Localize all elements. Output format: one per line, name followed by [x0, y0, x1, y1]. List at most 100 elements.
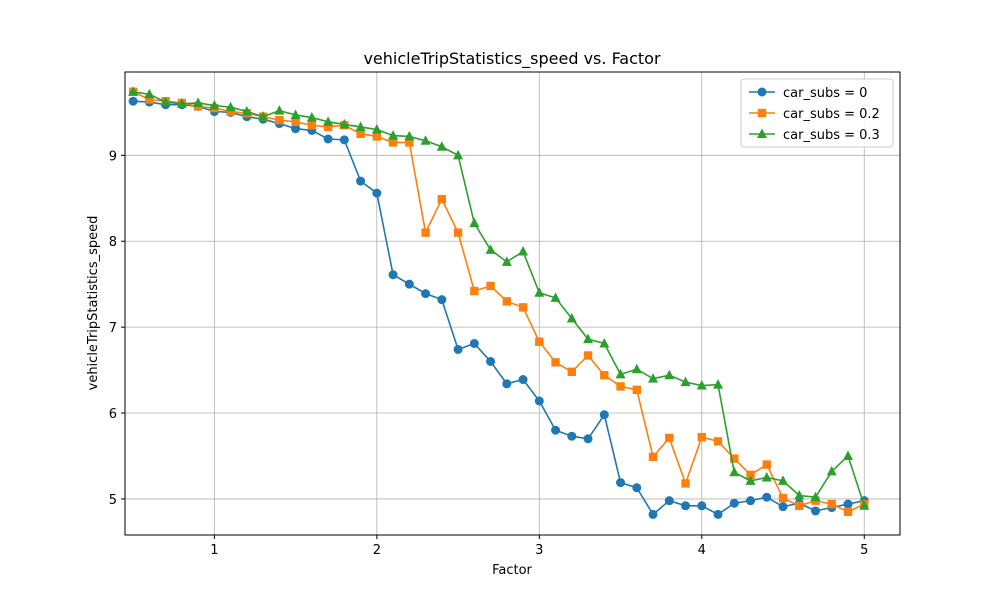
data-point [291, 117, 300, 127]
y-axis: 5 6 7 8 9 [109, 149, 125, 508]
data-point [502, 297, 512, 306]
y-tick-label: 7 [109, 321, 117, 336]
data-point [730, 454, 739, 463]
x-axis-label: Factor [492, 563, 532, 578]
data-point [583, 351, 593, 360]
data-point [307, 121, 317, 130]
series-3 [128, 86, 870, 510]
data-point [405, 138, 414, 147]
data-point [469, 217, 480, 228]
data-point [631, 363, 642, 374]
data-point [275, 115, 284, 125]
series-1 [128, 96, 869, 519]
chart-title: vehicleTripStatistics_speed vs. Factor [363, 49, 661, 69]
legend-marker [757, 108, 767, 118]
data-point [697, 432, 706, 442]
data-point [827, 499, 836, 509]
data-point [551, 425, 561, 435]
x-tick-label: 5 [860, 543, 868, 558]
data-point [453, 344, 463, 354]
data-point [371, 124, 382, 134]
data-point [535, 337, 544, 346]
series-line [133, 100, 865, 516]
data-point [648, 452, 658, 462]
series-group [128, 86, 870, 519]
data-point [843, 499, 853, 509]
data-point [128, 96, 138, 106]
data-point [746, 470, 755, 480]
data-point [470, 286, 479, 296]
data-point [176, 98, 187, 108]
data-point [713, 437, 723, 446]
data-point [600, 371, 609, 380]
data-point [843, 507, 853, 517]
data-point [421, 289, 431, 299]
data-point [859, 500, 870, 510]
data-point [729, 498, 739, 508]
data-point [664, 496, 674, 506]
data-point [795, 501, 804, 510]
data-point [746, 496, 756, 506]
data-point [144, 88, 155, 99]
data-point [225, 101, 236, 112]
data-point [566, 313, 577, 323]
data-point [388, 270, 398, 280]
data-point [306, 112, 317, 122]
data-point [323, 134, 333, 144]
data-point [567, 431, 577, 441]
data-point [372, 188, 382, 198]
data-point [713, 379, 724, 389]
data-point [437, 194, 447, 204]
data-point [599, 337, 610, 348]
data-point [209, 100, 220, 110]
data-point [356, 129, 365, 139]
plot-frame [124, 71, 901, 536]
data-point [567, 367, 577, 376]
data-point [323, 116, 334, 126]
data-point [681, 479, 690, 488]
data-point [810, 491, 821, 502]
data-point [421, 228, 430, 237]
x-tick-label: 4 [698, 543, 706, 558]
data-point [681, 501, 691, 511]
data-point [485, 244, 496, 254]
data-point [778, 493, 788, 503]
data-point [339, 135, 349, 145]
data-point [680, 376, 691, 387]
data-point [502, 379, 512, 389]
data-point [258, 111, 269, 121]
data-point [761, 471, 772, 482]
legend-label: car_subs = 0.3 [783, 128, 880, 143]
legend-marker [757, 128, 767, 138]
data-point [778, 502, 788, 512]
data-point [241, 106, 252, 116]
data-point [697, 501, 707, 511]
data-point [843, 450, 854, 460]
data-point [615, 368, 626, 379]
data-point [583, 333, 594, 344]
data-point [274, 105, 285, 115]
data-point [226, 107, 235, 116]
data-point [599, 410, 609, 420]
grid-lines [125, 72, 900, 535]
data-point [453, 149, 464, 160]
series-2 [128, 87, 869, 517]
data-point [355, 121, 366, 131]
data-point [551, 358, 560, 367]
data-point [665, 433, 674, 443]
y-tick-label: 8 [109, 235, 117, 250]
data-point [534, 287, 545, 297]
data-point [616, 382, 625, 391]
data-point [632, 385, 641, 395]
data-point [762, 460, 771, 469]
series-line [132, 90, 866, 507]
x-axis: 1 2 3 4 5 [210, 535, 868, 558]
data-point [518, 246, 529, 256]
data-point [404, 130, 415, 141]
data-point [518, 375, 528, 385]
legend-label: car_subs = 0.2 [783, 107, 880, 122]
data-point [664, 369, 675, 380]
data-point [826, 465, 837, 476]
data-point [128, 86, 139, 96]
